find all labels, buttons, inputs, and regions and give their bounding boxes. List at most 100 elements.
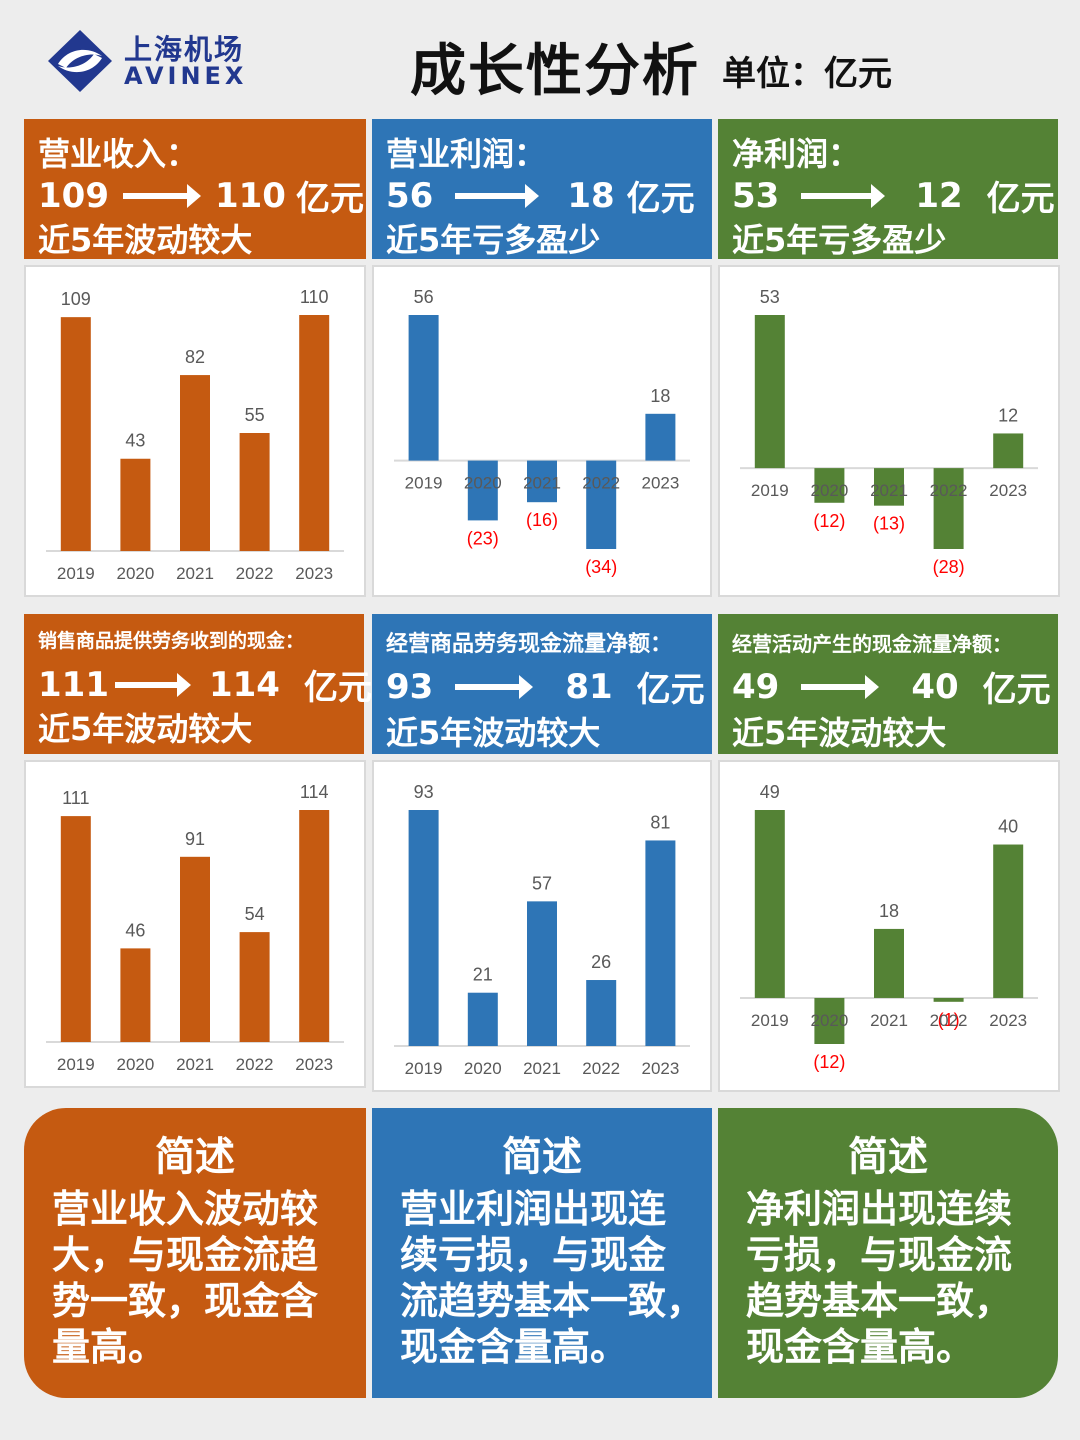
bar-2022: [933, 468, 964, 549]
bar-2021: [180, 856, 210, 1042]
bar-2023: [645, 413, 676, 461]
data-label-2020: (23): [467, 528, 499, 548]
bar-2022: [239, 932, 270, 1042]
bar-2023: [299, 315, 330, 551]
tick-label-2023: 2023: [989, 481, 1027, 500]
tick-label-2022: 2022: [236, 1055, 274, 1074]
value-to: 12: [915, 175, 963, 216]
panel-note: 近5年波动较大: [732, 714, 947, 752]
summary-line: 净利润出现连续: [746, 1187, 1013, 1231]
summary-line: 趋势基本一致，: [746, 1279, 1013, 1323]
value-unit: 亿元: [982, 670, 1051, 710]
data-label-2019: 111: [62, 788, 89, 808]
tick-label-2019: 2019: [751, 1011, 789, 1030]
panel-header-op-cashflow: 经营商品劳务现金流量净额： 93 81 亿元 近5年波动较大: [372, 614, 712, 754]
tick-label-2019: 2019: [57, 1055, 95, 1074]
arrow-right-icon: [455, 674, 534, 699]
tick-label-2023: 2023: [295, 1055, 333, 1074]
bar-2019: [60, 816, 91, 1042]
summary-line: 流趋势基本一致，: [400, 1279, 705, 1323]
tick-label-2023: 2023: [641, 1059, 679, 1078]
data-label-2021: 82: [185, 347, 205, 367]
data-label-2021: (16): [526, 510, 558, 530]
brand-name-en: AVINEX: [124, 62, 248, 90]
data-label-2023: 40: [998, 817, 1018, 837]
tick-label-2021: 2021: [176, 564, 214, 583]
summary-revenue: 简述 营业收入波动较 大，与现金流趋 势一致，现金含 量高。: [24, 1108, 366, 1398]
bar-2021: [874, 928, 904, 998]
op-cashflow-bar-chart: 93 2019 21 2020 57 2021 26 2022 81 2023: [394, 782, 690, 1078]
panel-header-act-cashflow: 经营活动产生的现金流量净额： 49 40 亿元 近5年波动较大: [718, 614, 1058, 754]
bar-2023: [993, 433, 1024, 469]
tick-label-2022: 2022: [582, 1059, 620, 1078]
data-label-2023: 18: [650, 386, 670, 406]
summary-line: 大，与现金流趋: [52, 1233, 319, 1277]
data-label-2020: 46: [125, 920, 145, 940]
tick-label-2023: 2023: [989, 1011, 1027, 1030]
panel-note: 近5年亏多盈少: [386, 221, 601, 259]
act-cashflow-bar-chart: 49 2019 (12) 2020 18 2021 (1)2022 40 2023: [740, 782, 1038, 1072]
value-unit: 亿元: [636, 670, 705, 710]
tick-label-2019: 2019: [57, 564, 95, 583]
revenue-bar-chart: 109 2019 43 2020 82 2021 55 2022 110 2023: [46, 287, 344, 583]
bar-2020: [467, 992, 498, 1046]
value-from: 93: [386, 666, 434, 707]
tick-label-2019: 2019: [405, 1059, 443, 1078]
bar-2022: [933, 997, 964, 1002]
summary-heading: 简述: [848, 1134, 928, 1180]
tick-label-2019: 2019: [751, 481, 789, 500]
brand-logo: 上海机场 AVINEX: [44, 26, 284, 96]
arrow-right-icon: [801, 674, 880, 699]
bar-2020: [814, 468, 845, 503]
data-label-2021: (13): [873, 514, 905, 534]
panel-label: 营业利润：: [386, 135, 547, 173]
tick-label-2020: 2020: [116, 564, 154, 583]
page-title: 成长性分析: [410, 39, 700, 104]
data-label-2022: (1): [938, 1010, 960, 1030]
panel-header-revenue: 营业收入： 109 110 亿元 近5年波动较大: [24, 119, 366, 259]
data-label-2022: 26: [591, 952, 611, 972]
data-label-2022: (34): [585, 557, 617, 577]
data-label-2021: 91: [185, 829, 205, 849]
tick-label-2023: 2023: [641, 474, 679, 493]
arrow-right-icon: [114, 672, 191, 697]
tick-label-2020: 2020: [464, 1059, 502, 1078]
panel-header-net-profit: 净利润： 53 12 亿元 近5年亏多盈少: [718, 119, 1058, 259]
tick-label-2023: 2023: [295, 564, 333, 583]
data-label-2022: 55: [245, 405, 265, 425]
value-from: 109: [38, 175, 109, 216]
bar-2020: [467, 460, 498, 521]
value-from: 56: [386, 175, 434, 216]
brand-name-cn: 上海机场: [124, 33, 245, 66]
value-from: 53: [732, 175, 780, 216]
bar-2021: [180, 375, 210, 551]
chart-sales-cash: 111 2019 46 2020 91 2021 54 2022 114 2023: [24, 760, 366, 1088]
summary-line: 势一致，现金含: [52, 1279, 319, 1323]
panel-label: 经营活动产生的现金流量净额：: [732, 632, 1012, 656]
chart-net-profit: 53 2019 (12) 2020 (13) 2021 (28) 2022 12 2023: [718, 265, 1060, 597]
tick-label-2022: 2022: [930, 481, 968, 500]
value-to: 40: [911, 666, 959, 707]
bar-2023: [299, 810, 330, 1042]
panel-note: 近5年波动较大: [38, 710, 253, 748]
summary-line: 现金含量高。: [746, 1325, 975, 1369]
summary-heading: 简述: [155, 1134, 235, 1180]
panel-header-sales-cash: 销售商品提供劳务收到的现金： 111 114 亿元 近5年波动较大: [24, 614, 372, 754]
value-to: 81: [565, 666, 613, 707]
summary-line: 亏损，与现金流: [746, 1233, 1013, 1277]
data-label-2019: 109: [61, 289, 91, 309]
data-label-2023: 12: [998, 405, 1018, 425]
summary-line: 量高。: [52, 1325, 167, 1369]
value-unit: 亿元: [303, 668, 372, 708]
bar-2022: [586, 460, 617, 549]
bar-2021: [527, 901, 557, 1046]
data-label-2019: 93: [414, 782, 434, 802]
bar-2019: [408, 315, 439, 461]
value-unit: 亿元: [986, 179, 1055, 219]
value-from: 49: [732, 666, 780, 707]
panel-note: 近5年波动较大: [386, 714, 601, 752]
tick-label-2021: 2021: [176, 1055, 214, 1074]
tick-label-2022: 2022: [930, 1011, 968, 1030]
tick-label-2021: 2021: [523, 1059, 561, 1078]
tick-label-2020: 2020: [810, 1011, 848, 1030]
